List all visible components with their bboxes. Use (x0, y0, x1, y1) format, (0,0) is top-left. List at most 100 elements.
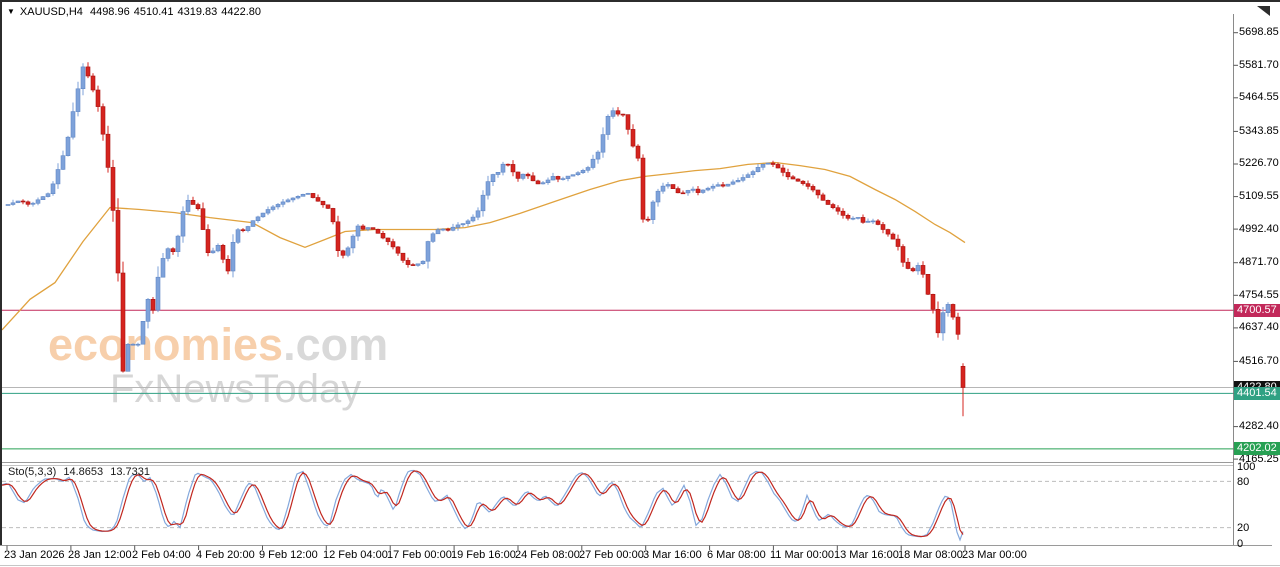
candle-body (240, 229, 246, 231)
level-lines[interactable] (2, 309, 1233, 450)
candle-body (845, 215, 851, 219)
stochastic-k-line (0, 469, 964, 542)
candle-body (245, 226, 251, 231)
candle-body (400, 252, 406, 261)
candle-body (110, 167, 116, 211)
candle-body (645, 218, 651, 221)
candle-body (510, 164, 516, 173)
date-label: 28 Jan 12:00 (68, 549, 132, 561)
price-axis-label: 5464.55 (1239, 91, 1279, 103)
candle-body (480, 194, 486, 212)
candle-body (735, 180, 741, 183)
candle-body (5, 204, 11, 206)
price-axis-label: 4754.55 (1239, 289, 1279, 301)
candle-body (580, 170, 586, 174)
candle-body (710, 185, 716, 189)
watermark: economies.com FxNewsToday (48, 322, 388, 409)
candle-body (605, 116, 611, 135)
candle-body (880, 224, 886, 230)
price-axis-label: 5343.85 (1239, 125, 1279, 137)
candle-body (410, 264, 416, 266)
candle-body (565, 175, 571, 179)
candle-body (100, 106, 106, 135)
watermark-tagline: FxNewsToday (110, 367, 362, 411)
candle-body (415, 263, 421, 266)
candle-body (910, 268, 916, 272)
candle-body (170, 248, 176, 252)
candle-body (850, 217, 856, 220)
candle-body (725, 183, 731, 187)
candle-body (760, 163, 766, 168)
candle-body (520, 173, 526, 179)
candle-body (775, 164, 781, 169)
candle-body (265, 209, 271, 214)
candle-body (715, 184, 721, 187)
candle-body (140, 320, 146, 345)
candle-body (315, 197, 321, 202)
indicator-scale-label: 80 (1237, 476, 1250, 488)
candle-body (420, 260, 426, 265)
candle-body (85, 66, 91, 77)
candle-body (630, 129, 636, 147)
candle-body (820, 194, 826, 201)
candle-body (585, 167, 591, 171)
symbol-caret-icon[interactable]: ▼ (7, 7, 15, 16)
candle-body (365, 227, 371, 230)
candle-body (270, 206, 276, 210)
candle-body (505, 163, 511, 166)
date-label: 24 Feb 08:00 (515, 549, 580, 561)
candle-body (225, 258, 231, 272)
candle-body (535, 180, 541, 185)
candle-body (655, 190, 661, 203)
candle-body (550, 176, 556, 181)
candle-body (155, 276, 161, 311)
candle-body (670, 184, 676, 189)
candle-body (290, 197, 296, 201)
candle-body (570, 174, 576, 177)
candle-body (860, 217, 866, 223)
candle-body (745, 174, 751, 178)
candle-body (325, 204, 331, 209)
candle-body (720, 184, 726, 187)
candle-body (55, 169, 61, 185)
candle-body (780, 167, 786, 173)
candle-body (590, 158, 596, 168)
stochastic-indicator (0, 469, 1233, 542)
indicator-d-value: 13.7331 (110, 466, 150, 478)
candle-body (150, 298, 156, 311)
date-label: 11 Mar 00:00 (770, 549, 835, 561)
candle-body (925, 273, 931, 295)
date-label: 9 Feb 12:00 (259, 549, 318, 561)
candle-body (10, 202, 16, 205)
candle-body (705, 187, 711, 191)
candle-body (95, 89, 101, 107)
candle-body (250, 220, 256, 227)
candle-body (445, 228, 451, 231)
indicator-scale-label: 0 (1237, 538, 1244, 550)
candle-body (495, 172, 501, 175)
date-label: 23 Mar 00:00 (962, 549, 1027, 561)
candle-body (30, 202, 36, 205)
date-label: 3 Mar 16:00 (643, 549, 702, 561)
date-label: 27 Feb 00:00 (579, 549, 644, 561)
candle-body (695, 188, 701, 193)
candle-body (320, 200, 326, 206)
candle-body (895, 238, 901, 247)
date-label: 17 Feb 00:00 (387, 549, 452, 561)
axis-corner-triangle-icon[interactable] (1257, 6, 1270, 16)
candle-body (680, 192, 686, 195)
date-label: 2 Feb 04:00 (132, 549, 191, 561)
candle-body (20, 200, 26, 203)
stochastic-d-line (0, 470, 964, 538)
candle-body (890, 233, 896, 240)
candle-body (285, 199, 291, 203)
candle-body (920, 265, 926, 275)
candle-body (935, 308, 941, 334)
candle-body (350, 235, 356, 249)
candle-body (960, 365, 966, 388)
candle-body (360, 225, 366, 230)
candle-body (255, 216, 261, 221)
candle-body (460, 223, 466, 226)
